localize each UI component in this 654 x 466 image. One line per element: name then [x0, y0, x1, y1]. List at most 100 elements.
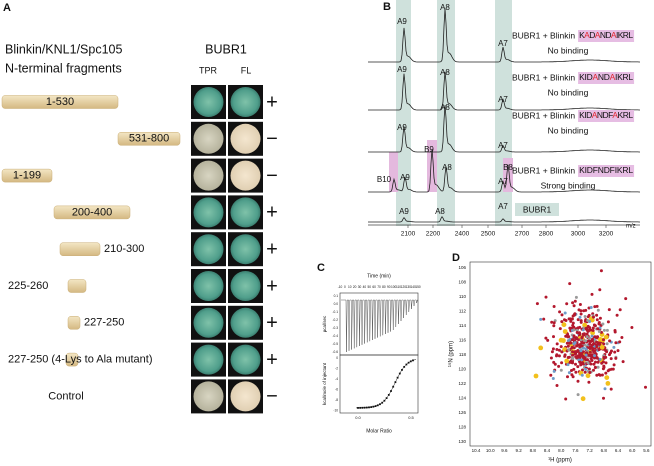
- nmr-peak: [598, 373, 602, 377]
- yeast-spot: [193, 87, 224, 117]
- tick-label: 90: [387, 285, 391, 289]
- nmr-peak: [581, 332, 585, 336]
- nmr-peak: [570, 346, 574, 349]
- fragment-label: Control: [48, 390, 83, 402]
- yeast-spot: [230, 123, 261, 154]
- plot-frame: [339, 354, 419, 414]
- nmr-peak: [609, 387, 613, 391]
- axis-label: Time (min): [367, 273, 391, 279]
- nmr-peak: [597, 337, 603, 342]
- nmr-peak: [584, 339, 588, 343]
- tick-label: 70: [377, 285, 381, 289]
- nmr-peak: [598, 326, 602, 330]
- nmr-peak: [575, 331, 579, 334]
- axis-label: m/z: [626, 224, 636, 230]
- nmr-peak: [586, 319, 590, 322]
- tick-label: 20: [353, 285, 357, 289]
- tick-label: 40: [363, 285, 367, 289]
- complex-label: BUBR1 + Blinkin: [512, 30, 575, 40]
- yeast-spot: [193, 307, 224, 338]
- nmr-peak: [533, 373, 539, 379]
- nmr-peak: [594, 360, 597, 364]
- peak-label: A9: [397, 123, 407, 132]
- tick-label: -0.6: [333, 350, 339, 354]
- fragment-bar: [53, 205, 131, 220]
- x-tick-label: 9.2: [515, 448, 522, 453]
- fragment-label: 1-199: [13, 170, 41, 182]
- fragment-label: 227-250: [84, 317, 124, 329]
- band: [396, 0, 411, 226]
- x-tick-label: 10.0: [486, 448, 495, 453]
- nmr-peak: [574, 350, 577, 354]
- panel-title: N-terminal fragments: [5, 61, 122, 75]
- nmr-peak: [595, 318, 599, 322]
- nmr-peak: [596, 308, 600, 312]
- nmr-peak: [588, 371, 592, 374]
- peak-label: A8: [442, 163, 452, 172]
- nmr-peak: [565, 302, 569, 306]
- nmr-peak: [570, 361, 574, 364]
- yeast-spot: [230, 381, 261, 412]
- peak-label: B9: [424, 145, 434, 154]
- sequence: KIDANDFAKRL: [579, 110, 633, 120]
- nmr-peak: [561, 338, 566, 343]
- nmr-peak: [566, 363, 570, 367]
- reference-label: BUBR1: [523, 204, 552, 214]
- nmr-peak: [605, 381, 611, 386]
- nmr-peak: [593, 366, 597, 370]
- nmr-peak: [561, 322, 567, 328]
- result: −: [266, 386, 278, 408]
- nmr-peak: [551, 347, 555, 351]
- x-tick-label: 3000: [571, 231, 586, 238]
- y-tick-label: 108: [458, 280, 466, 285]
- nmr-peak: [597, 348, 601, 352]
- peak-label: A7: [498, 202, 508, 211]
- nmr-peak: [557, 348, 561, 352]
- result: +: [266, 349, 278, 371]
- yeast-spot: [193, 344, 224, 375]
- nmr-peak: [555, 353, 559, 357]
- nmr-peak: [584, 353, 588, 357]
- nmr-peak: [584, 367, 588, 371]
- result: +: [266, 238, 278, 260]
- nmr-peak: [585, 335, 589, 339]
- peak-label: A9: [399, 207, 409, 216]
- nmr-peak: [579, 312, 583, 316]
- nmr-peak: [560, 320, 564, 324]
- nmr-peak: [586, 325, 590, 329]
- tick-label: -0.5: [333, 342, 339, 346]
- tick-label: -0.3: [333, 326, 339, 330]
- nmr-peak: [566, 375, 569, 379]
- nmr-peak: [573, 299, 577, 303]
- nmr-peak: [610, 367, 613, 371]
- nmr-peak: [578, 343, 582, 346]
- nmr-peak: [552, 369, 556, 373]
- nmr-peak: [583, 315, 587, 318]
- nmr-peak: [598, 288, 602, 292]
- nmr-peak: [595, 304, 599, 308]
- nmr-peak: [569, 319, 573, 323]
- nmr-peak: [588, 342, 592, 346]
- x-tick-label: 2500: [481, 231, 496, 238]
- nmr-peak: [552, 321, 556, 325]
- itc-trace: [341, 299, 418, 353]
- nmr-peak: [581, 328, 585, 332]
- nmr-peak: [572, 304, 576, 308]
- nmr-peak: [564, 358, 570, 364]
- tick-label: 0: [344, 285, 346, 289]
- nmr-peak: [580, 396, 586, 402]
- sequence-box: [578, 165, 635, 177]
- nmr-peak: [590, 359, 594, 362]
- nmr-peak: [610, 349, 613, 353]
- nmr-peak: [572, 367, 576, 371]
- nmr-peak: [572, 328, 576, 332]
- fragment-bar: [65, 352, 79, 367]
- fragment-bar: [1, 168, 53, 183]
- nmr-peak: [579, 355, 583, 358]
- nmr-peak: [586, 361, 590, 365]
- y-tick-label: 106: [458, 265, 466, 270]
- nmr-peak: [598, 357, 602, 361]
- nmr-peak: [616, 349, 620, 353]
- nmr-peak: [603, 387, 607, 391]
